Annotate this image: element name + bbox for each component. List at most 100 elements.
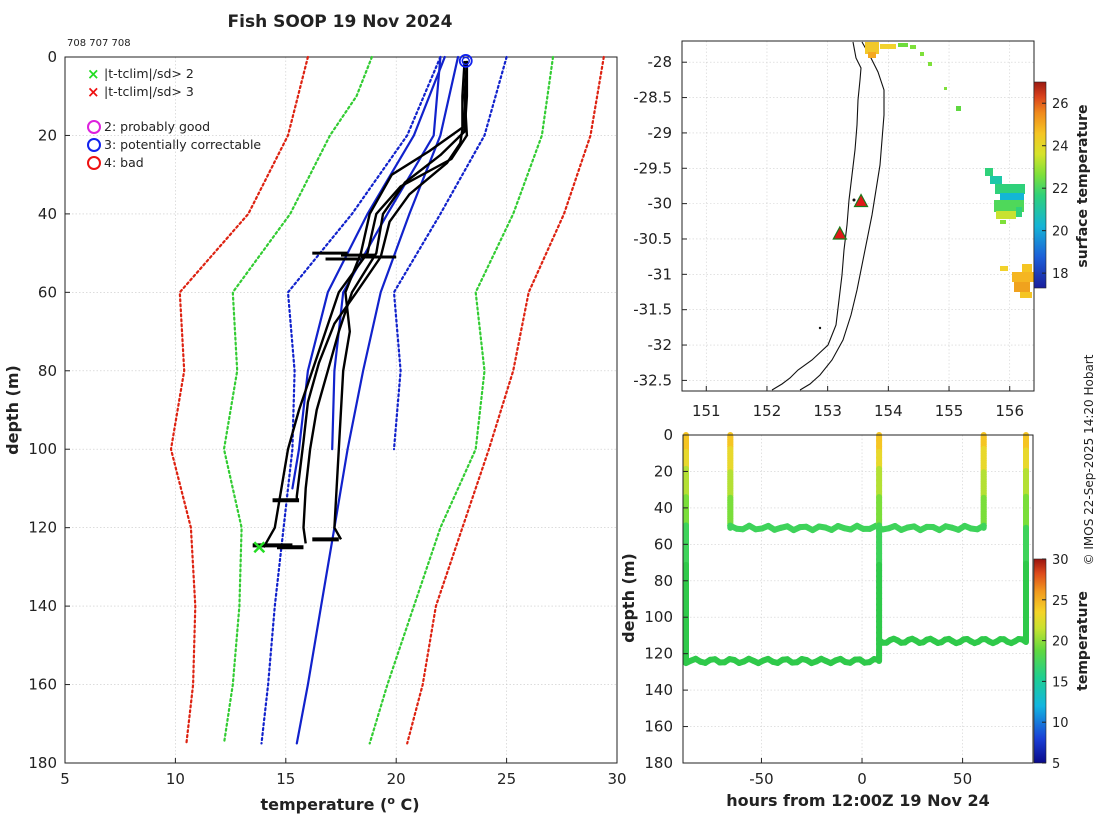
legend-circle-magenta-icon (87, 120, 101, 134)
sst-colorbar-tick-label: 22 (1052, 182, 1069, 197)
chart-title: Fish SOOP 19 Nov 2024 (228, 12, 453, 32)
map-y-tick-label: -31 (648, 265, 673, 283)
credit-text: © IMOS 22-Sep-2025 14:20 Hobart (1082, 354, 1096, 565)
sst-colorbar-tick-label: 24 (1052, 140, 1069, 155)
map-axes-box (681, 40, 1035, 392)
y-tick-label: 60 (38, 283, 57, 301)
sst-patch (920, 52, 924, 56)
ts-y-tick-label: 120 (644, 645, 673, 663)
x-tick-label: 25 (497, 770, 516, 788)
ts-x-tick-label: 50 (953, 770, 972, 788)
coastline (771, 41, 885, 391)
ts-x-tick-label: -50 (749, 770, 774, 788)
y-tick-label: 180 (28, 754, 57, 772)
x-tick-label: 5 (60, 770, 70, 788)
sst-patch (1000, 193, 1024, 201)
sst-colorbar-label: surface temperature (1075, 104, 1091, 267)
sst-patch (996, 211, 1016, 219)
map-x-tick-label: 156 (995, 402, 1024, 420)
sst-patch (910, 45, 916, 49)
sst-patch (868, 52, 876, 58)
profile-line-drop-3 (333, 60, 466, 540)
timeseries-axes-box (682, 434, 1034, 764)
shelf-contour (799, 41, 885, 391)
profile-line-drop-4 (295, 64, 469, 501)
sst-patch (1022, 264, 1032, 272)
profile-ticks: 5 10 15 20 25 30 0 20 40 60 80 100 120 140 160 180 (28, 48, 626, 788)
island-dot (852, 198, 856, 202)
sst-patch (1020, 292, 1032, 298)
legend-label-2: |t-tclim|/sd> 3 (104, 84, 194, 99)
sst-patch (944, 87, 947, 90)
ts-y-tick-label: 160 (644, 718, 673, 736)
sst-patch (995, 184, 1025, 194)
flag-x-marker (253, 541, 266, 554)
timeseries-y-axis-label: depth (m) (619, 553, 638, 643)
profile-lines (252, 60, 469, 550)
x-tick-label: 15 (276, 770, 295, 788)
flag-circle-marker (461, 56, 470, 66)
timeseries-panel: -50 0 50 0 20 40 60 80 100 120 140 160 180 hours fro… (619, 426, 1091, 810)
temp-colorbar-tick-label: 25 (1052, 594, 1069, 609)
ts-y-tick-label: 20 (654, 462, 673, 480)
map-y-tick-label: -28.5 (633, 89, 672, 107)
sst-patch (898, 43, 908, 47)
sst-colorbar-tick-label: 18 (1052, 267, 1069, 282)
sst-colorbar (1033, 81, 1047, 289)
sst-patch (928, 62, 932, 66)
y-tick-label: 160 (28, 676, 57, 694)
climatology-lines (169, 55, 605, 745)
sst-patch (956, 106, 961, 111)
drop-location-marker (832, 225, 848, 240)
map-y-tick-label: -29 (648, 124, 673, 142)
clim-line-+3sd (406, 55, 605, 745)
coastline-inner (771, 41, 862, 391)
y-tick-label: 80 (38, 362, 57, 380)
drop-location-marker (853, 193, 869, 208)
legend-x-green-icon: × (87, 65, 100, 83)
map-x-tick-label: 154 (874, 402, 903, 420)
sst-colorbar-tick-label: 26 (1052, 97, 1069, 112)
x-tick-label: 30 (607, 770, 626, 788)
y-tick-label: 100 (28, 440, 57, 458)
x-tick-label: 10 (166, 770, 185, 788)
map-y-tick-label: -30.5 (633, 230, 672, 248)
sst-pixels (865, 42, 1034, 298)
temp-colorbar-tick-label: 30 (1052, 553, 1069, 568)
profile-line-drop-2 (302, 60, 469, 544)
legend-label-4: 3: potentially correctable (104, 137, 261, 152)
sst-patch (985, 168, 993, 176)
temp-colorbar-tick-label: 15 (1052, 675, 1069, 690)
sst-colorbar-ticks: 18 20 22 24 26 (1042, 97, 1069, 282)
map-y-tick-label: -32 (648, 336, 673, 354)
legend-label-3: 2: probably good (104, 119, 210, 134)
timeseries-x-axis-label: hours from 12:00Z 19 Nov 24 (726, 791, 989, 810)
y-axis-label: depth (m) (3, 365, 22, 455)
timeseries-grid (683, 434, 1033, 764)
sst-patch (880, 44, 896, 49)
sst-patch (1012, 272, 1034, 282)
map-y-tick-label: -31.5 (633, 301, 672, 319)
ts-y-tick-label: 60 (654, 535, 673, 553)
flag-markers (253, 54, 473, 554)
map-y-tick-label: -32.5 (633, 371, 672, 389)
flag-circle-marker (458, 54, 473, 68)
y-tick-label: 20 (38, 126, 57, 144)
ts-x-tick-label: 0 (857, 770, 867, 788)
island-dot (818, 326, 822, 330)
ts-y-tick-label: 40 (654, 499, 673, 517)
x-tick-label: 20 (387, 770, 406, 788)
legend-x-red-icon: × (87, 83, 100, 101)
map-y-tick-label: -30 (648, 195, 673, 213)
clim-line-+2sd (368, 55, 555, 745)
legend-label-1: |t-tclim|/sd> 2 (104, 66, 194, 81)
map-ticks: 151 152 153 154 155 156 -28 -28.5 -29 -29.5 -30 -30… (633, 53, 1024, 420)
clim-line-+1sd (392, 55, 508, 451)
y-tick-label: 0 (47, 48, 57, 66)
y-tick-label: 40 (38, 205, 57, 223)
map-y-tick-label: -29.5 (633, 159, 672, 177)
ts-y-tick-label: 140 (644, 681, 673, 699)
clim-line--2sd (222, 55, 373, 745)
clim-line--1sd (260, 55, 442, 745)
sst-patch (865, 42, 879, 54)
